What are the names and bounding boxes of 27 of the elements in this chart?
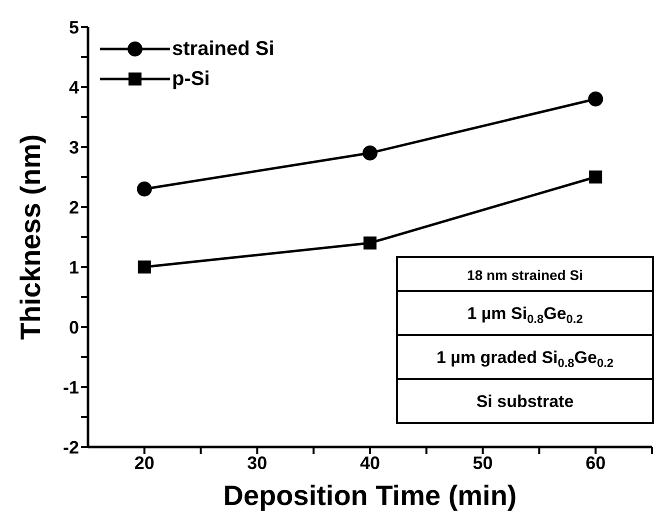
annotation: 1 µm Si$_{0.8}$Ge$_{0.2}$ bbox=[467, 304, 584, 326]
y-tick-label: 3 bbox=[68, 137, 79, 158]
y-axis-title: Thickness (nm) bbox=[14, 134, 46, 340]
y-tick-label: -1 bbox=[62, 377, 79, 398]
y-tick-label: 2 bbox=[68, 197, 79, 218]
y-tick-label: 4 bbox=[68, 77, 79, 98]
x-axis-title: Deposition Time (min) bbox=[223, 480, 517, 511]
point bbox=[588, 92, 604, 106]
annotation: Si substrate bbox=[476, 392, 574, 411]
point bbox=[589, 170, 602, 184]
x-tick-label: 50 bbox=[472, 452, 493, 473]
point bbox=[364, 236, 376, 250]
x-tick-label: 30 bbox=[247, 452, 268, 473]
y-tick-label: 0 bbox=[68, 317, 79, 338]
legend-label: p-Si bbox=[172, 68, 210, 90]
annotation: 1 µm graded Si$_{0.8}$Ge$_{0.2}$ bbox=[436, 348, 614, 370]
legend-label: strained Si bbox=[172, 38, 274, 60]
y-tick-label: 5 bbox=[68, 17, 79, 38]
point bbox=[362, 146, 378, 160]
x-tick-label: 60 bbox=[586, 452, 606, 473]
point bbox=[138, 260, 151, 274]
y-tick-label: 1 bbox=[68, 257, 79, 278]
x-tick-label: 40 bbox=[360, 452, 380, 473]
annotation: 18 nm strained Si bbox=[467, 267, 583, 283]
y-tick-label: -2 bbox=[62, 437, 79, 458]
x-tick-label: 20 bbox=[134, 452, 154, 473]
point bbox=[136, 182, 152, 196]
